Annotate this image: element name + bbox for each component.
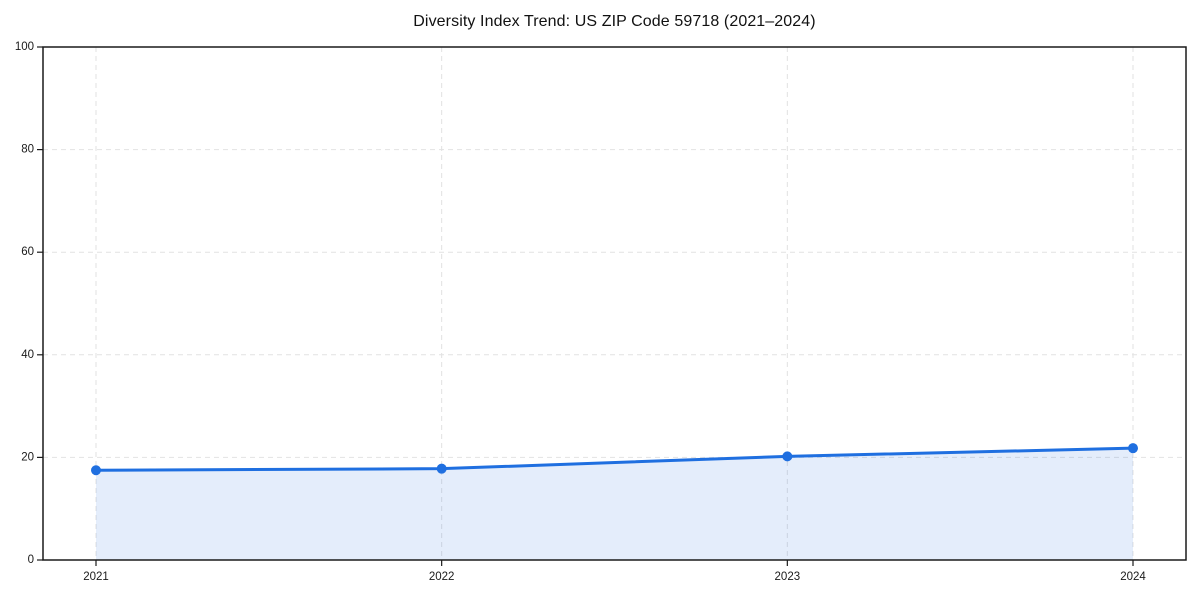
chart-title: Diversity Index Trend: US ZIP Code 59718… bbox=[413, 13, 816, 30]
data-point-2021 bbox=[91, 465, 101, 476]
data-point-2022 bbox=[436, 463, 447, 474]
x-tick-label: 2021 bbox=[83, 571, 109, 583]
y-tick-label: 0 bbox=[28, 554, 34, 566]
data-point-2023 bbox=[782, 451, 793, 462]
x-tick-label: 2024 bbox=[1120, 571, 1146, 583]
plot-border bbox=[42, 46, 1187, 561]
x-tick-label: 2023 bbox=[775, 571, 801, 583]
y-tick-label: 80 bbox=[21, 144, 34, 156]
y-tick-label: 100 bbox=[15, 41, 34, 53]
x-tick-label: 2022 bbox=[429, 571, 455, 583]
y-tick-label: 20 bbox=[21, 451, 34, 463]
y-tick-label: 40 bbox=[21, 349, 34, 361]
trend-line bbox=[94, 446, 1135, 472]
data-point-2024 bbox=[1128, 443, 1138, 454]
area-fill bbox=[96, 448, 1133, 560]
y-tick-label: 60 bbox=[21, 246, 34, 258]
